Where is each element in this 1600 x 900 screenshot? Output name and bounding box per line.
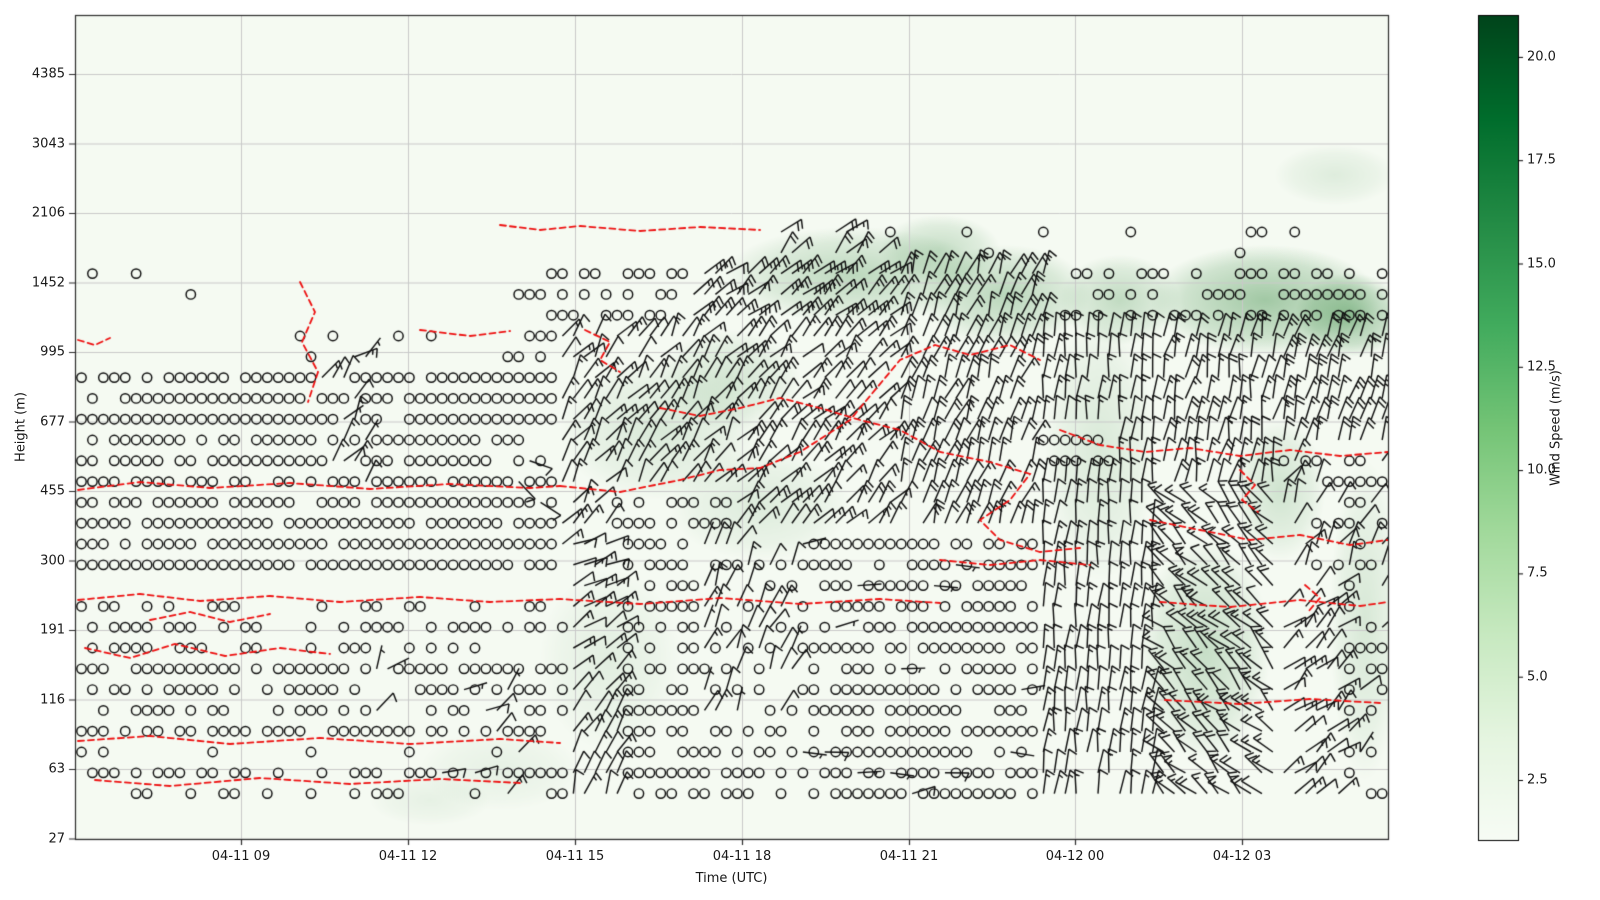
y-tick-label: 2106 bbox=[31, 205, 65, 221]
colorbar-tick-label: 7.5 bbox=[1527, 565, 1548, 581]
y-tick-label: 63 bbox=[48, 761, 65, 777]
colorbar-tick-label: 17.5 bbox=[1527, 152, 1556, 168]
colorbar-tick-label: 20.0 bbox=[1527, 49, 1556, 65]
y-tick-label: 677 bbox=[40, 414, 65, 429]
colorbar-tick-label: 2.5 bbox=[1527, 772, 1548, 788]
x-tick-label: 04-11 21 bbox=[879, 849, 939, 864]
x-tick-label: 04-11 12 bbox=[378, 849, 438, 864]
x-tick-label: 04-11 18 bbox=[712, 849, 772, 864]
colorbar-tick-label: 12.5 bbox=[1527, 359, 1556, 375]
y-tick-label: 27 bbox=[48, 831, 65, 846]
y-tick-label: 995 bbox=[40, 344, 65, 360]
y-axis-title: Height (m) bbox=[13, 392, 29, 462]
y-tick-label: 191 bbox=[40, 622, 65, 638]
x-tick-label: 04-12 00 bbox=[1045, 849, 1105, 864]
y-tick-label: 300 bbox=[40, 553, 65, 568]
y-tick-label: 3043 bbox=[31, 136, 65, 151]
colorbar-tick-label: 10.0 bbox=[1527, 462, 1556, 478]
x-tick-label: 04-12 03 bbox=[1212, 849, 1272, 864]
y-tick-label: 1452 bbox=[31, 275, 65, 290]
y-tick-label: 455 bbox=[40, 483, 65, 499]
x-axis-title: Time (UTC) bbox=[695, 871, 768, 886]
x-tick-label: 04-11 09 bbox=[211, 849, 271, 864]
x-tick-label: 04-11 15 bbox=[545, 849, 605, 864]
y-tick-label: 116 bbox=[40, 692, 65, 707]
colorbar-tick-label: 15.0 bbox=[1527, 256, 1556, 271]
colorbar-tick-label: 5.0 bbox=[1527, 669, 1548, 685]
y-tick-label: 4385 bbox=[31, 66, 65, 82]
